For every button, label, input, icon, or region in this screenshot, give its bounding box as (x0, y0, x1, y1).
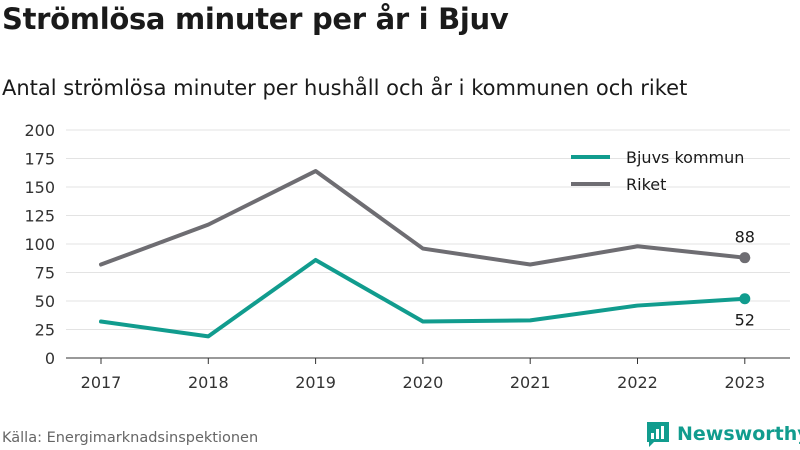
y-tick-label: 75 (35, 264, 55, 283)
x-tick-label: 2021 (510, 373, 551, 392)
series-end-point (739, 252, 751, 264)
chart-title: Strömlösa minuter per år i Bjuv (2, 2, 509, 36)
chart-subtitle: Antal strömlösa minuter per hushåll och … (2, 76, 688, 100)
y-tick-label: 50 (35, 292, 55, 311)
series-line (99, 257, 747, 339)
y-tick-label: 100 (24, 235, 55, 254)
y-tick-label: 200 (24, 121, 55, 140)
y-tick-label: 0 (45, 349, 55, 368)
x-tick-label: 2017 (81, 373, 122, 392)
brand-name: Newsworthy (677, 423, 800, 445)
bar-chart-logo-icon (647, 422, 669, 447)
legend-label: Bjuvs kommun (626, 148, 744, 167)
y-tick-label: 25 (35, 321, 55, 340)
y-tick-label: 150 (24, 178, 55, 197)
legend-label: Riket (626, 175, 666, 194)
series-line (99, 169, 747, 267)
data-label: 88 (735, 228, 755, 247)
x-tick-label: 2023 (724, 373, 765, 392)
source-note: Källa: Energimarknadsinspektionen (2, 430, 259, 446)
y-tick-label: 125 (24, 207, 55, 226)
series-end-point (739, 293, 751, 305)
x-tick-label: 2018 (188, 373, 229, 392)
x-tick-label: 2022 (617, 373, 658, 392)
x-tick-label: 2019 (295, 373, 336, 392)
x-tick-label: 2020 (403, 373, 444, 392)
brand-logo[interactable]: Newsworthy (645, 420, 800, 448)
y-tick-label: 175 (24, 150, 55, 169)
data-label: 52 (735, 311, 755, 330)
